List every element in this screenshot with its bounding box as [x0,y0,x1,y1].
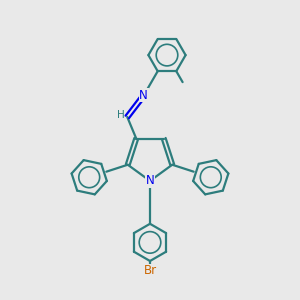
Text: H: H [117,110,124,121]
Text: Br: Br [143,264,157,277]
Text: N: N [140,89,148,102]
Text: N: N [146,174,154,188]
